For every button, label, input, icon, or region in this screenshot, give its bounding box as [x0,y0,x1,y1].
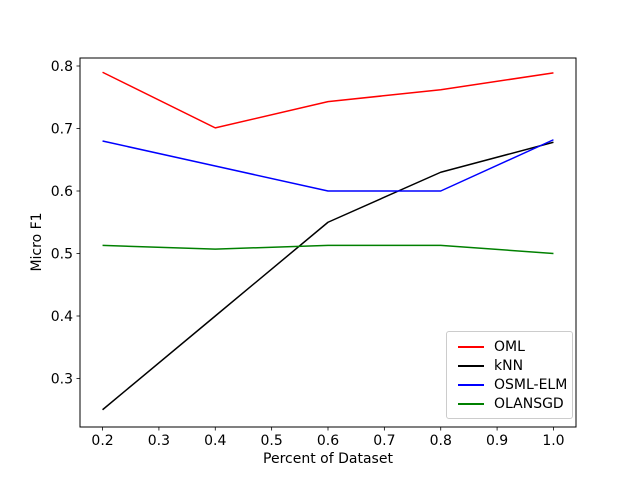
y-tick-label: 0.8 [51,59,73,75]
line-OSML-ELM [102,139,554,192]
legend-line-swatch [458,345,484,348]
line-OML [102,71,554,129]
x-axis-label: Percent of Dataset [263,451,393,467]
legend-label: OSML-ELM [494,376,568,393]
y-tick-label: 0.4 [51,309,73,325]
y-tick-label: 0.5 [51,247,73,263]
legend-label: OLANSGD [494,395,564,412]
y-tick-label: 0.3 [51,372,73,388]
x-tick-label: 0.8 [430,433,452,449]
legend-entry-kNN: kNN [454,356,572,375]
x-tick-label: 1.0 [542,433,564,449]
x-tick-label: 0.3 [148,433,170,449]
line-OLANSGD [102,244,554,255]
y-tick-label: 0.6 [51,184,73,200]
x-tick-label: 0.7 [373,433,395,449]
y-axis-label: Micro F1 [29,212,45,272]
legend-line-swatch [458,383,484,386]
legend-entry-OLANSGD: OLANSGD [454,394,572,413]
axes-frame [79,57,577,428]
legend-label: OML [494,338,525,355]
x-tick-label: 0.5 [261,433,283,449]
legend-entry-OSML-ELM: OSML-ELM [454,375,572,394]
legend-label: kNN [494,357,524,374]
x-tick-label: 0.9 [486,433,508,449]
legend-line-swatch [458,364,484,367]
line-kNN [102,141,554,411]
x-tick-label: 0.6 [317,433,339,449]
x-tick-label: 0.4 [204,433,226,449]
legend-entry-OML: OML [454,337,572,356]
y-tick-label: 0.7 [51,122,73,138]
x-tick-label: 0.2 [91,433,113,449]
legend-line-swatch [458,402,484,405]
legend: OML kNN OSML-ELM OLANSGD [446,331,573,419]
